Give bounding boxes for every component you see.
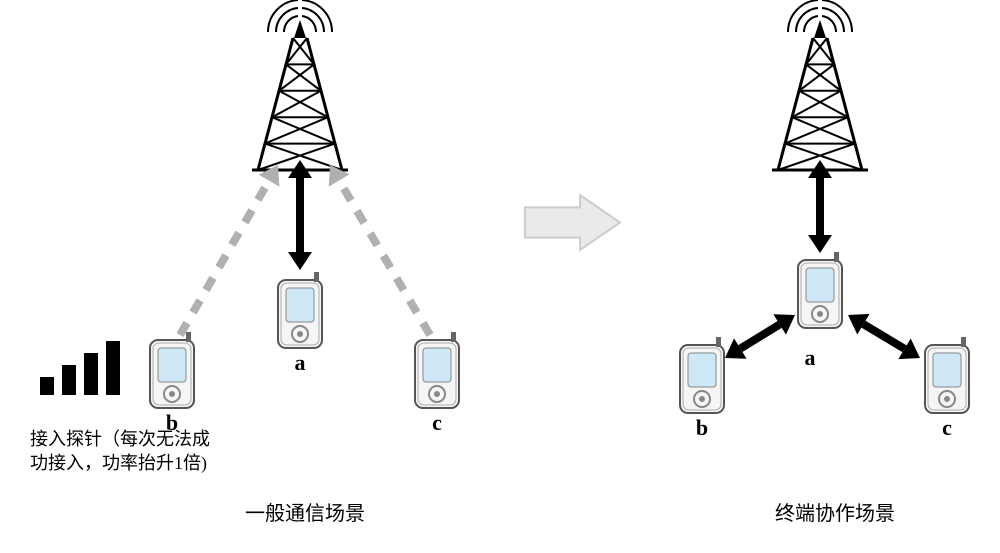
phone-label-a-right: a bbox=[805, 345, 816, 370]
right-scene-title: 终端协作场景 bbox=[775, 502, 895, 525]
phone-label-b-right: b bbox=[696, 415, 708, 440]
footnote-line1: 接入探针（每次无法成 bbox=[30, 429, 210, 449]
footnote-line2: 功接入，功率抬升1倍) bbox=[30, 453, 207, 474]
left-scene-title: 一般通信场景 bbox=[245, 502, 365, 525]
phone-label-c-left: c bbox=[432, 410, 442, 435]
phone-label-c-right: c bbox=[942, 415, 952, 440]
phone-label-a-left: a bbox=[295, 350, 306, 375]
